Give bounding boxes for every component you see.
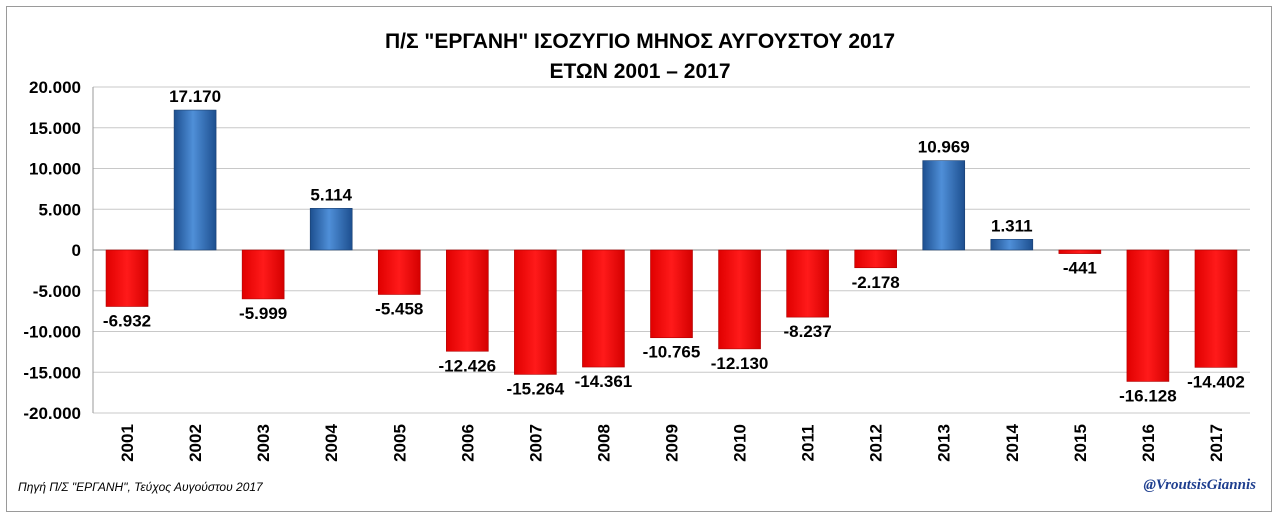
bar-2010 <box>718 249 761 350</box>
x-tick-label-2001: 2001 <box>118 424 137 462</box>
bar-2003 <box>241 249 285 300</box>
data-label-2014: 1.311 <box>991 216 1033 235</box>
data-label-2012: -2.178 <box>852 273 900 292</box>
bar-2008 <box>582 249 625 368</box>
x-tick-label-2006: 2006 <box>458 424 477 462</box>
bar-2015 <box>1058 249 1102 254</box>
bar-2005 <box>377 249 421 295</box>
y-tick-label: -5.000 <box>33 282 81 301</box>
data-label-2006: -12.426 <box>438 356 496 375</box>
data-label-2001: -6.932 <box>103 311 151 330</box>
bar-2001 <box>105 249 149 307</box>
x-tick-label-2010: 2010 <box>731 424 750 462</box>
x-tick-label-2003: 2003 <box>254 424 273 462</box>
data-label-2011: -8.237 <box>784 322 832 341</box>
x-tick-label-2013: 2013 <box>935 424 954 462</box>
data-label-2004: 5.114 <box>310 185 352 204</box>
y-tick-label: 10.000 <box>29 160 81 179</box>
y-tick-label: -10.000 <box>23 323 81 342</box>
bar-2014 <box>990 239 1034 251</box>
bar-2007 <box>514 249 557 375</box>
x-tick-label-2015: 2015 <box>1071 424 1090 462</box>
data-label-2007: -15.264 <box>507 379 565 398</box>
chart-frame <box>6 6 1272 512</box>
chart-title-line-1: Π/Σ "ΕΡΓΑΝΗ" ΙΣΟΖΥΓΙΟ ΜΗΝΟΣ ΑΥΓΟΥΣΤΟΥ 20… <box>385 30 895 53</box>
data-label-2009: -10.765 <box>643 343 701 362</box>
x-tick-label-2007: 2007 <box>526 424 545 462</box>
source-note: Πηγή Π/Σ "ΕΡΓΑΝΗ", Τεύχος Αυγούστου 2017 <box>18 480 263 494</box>
bar-2006 <box>446 249 489 352</box>
data-label-2003: -5.999 <box>239 304 287 323</box>
bar-2012 <box>854 249 897 269</box>
data-label-2017: -14.402 <box>1187 372 1245 391</box>
y-tick-label: 20.000 <box>29 78 81 97</box>
data-label-2008: -14.361 <box>575 372 633 391</box>
data-label-2016: -16.128 <box>1119 386 1177 405</box>
data-label-2002: 17.170 <box>169 87 221 106</box>
x-tick-label-2014: 2014 <box>1003 424 1022 462</box>
bar-2013 <box>922 160 966 251</box>
x-tick-label-2008: 2008 <box>594 424 613 462</box>
x-tick-label-2016: 2016 <box>1139 424 1158 462</box>
bar-2002 <box>173 109 217 251</box>
data-label-2005: -5.458 <box>375 299 423 318</box>
y-tick-label: 5.000 <box>38 200 81 219</box>
y-tick-label: -15.000 <box>23 363 81 382</box>
y-tick-label: -20.000 <box>23 404 81 423</box>
x-tick-label-2005: 2005 <box>390 424 409 462</box>
data-label-2013: 10.969 <box>918 138 970 157</box>
x-tick-label-2002: 2002 <box>186 424 205 462</box>
bar-2017 <box>1194 249 1238 368</box>
x-tick-label-2011: 2011 <box>799 425 818 462</box>
bar-2009 <box>650 249 693 339</box>
data-label-2010: -12.130 <box>711 354 769 373</box>
y-tick-label: 15.000 <box>29 119 81 138</box>
x-tick-label-2012: 2012 <box>867 424 886 462</box>
y-tick-label: 0 <box>72 241 81 260</box>
data-label-2015: -441 <box>1063 259 1097 278</box>
author-handle: @VroutsisGiannis <box>1143 477 1256 493</box>
bar-2016 <box>1126 249 1170 382</box>
x-tick-label-2004: 2004 <box>322 424 341 462</box>
bar-2011 <box>786 249 829 318</box>
chart-title-line-2: ΕΤΩΝ 2001 – 2017 <box>549 60 730 83</box>
x-tick-label-2017: 2017 <box>1207 424 1226 462</box>
bar-2004 <box>309 208 353 251</box>
x-tick-label-2009: 2009 <box>663 424 682 462</box>
